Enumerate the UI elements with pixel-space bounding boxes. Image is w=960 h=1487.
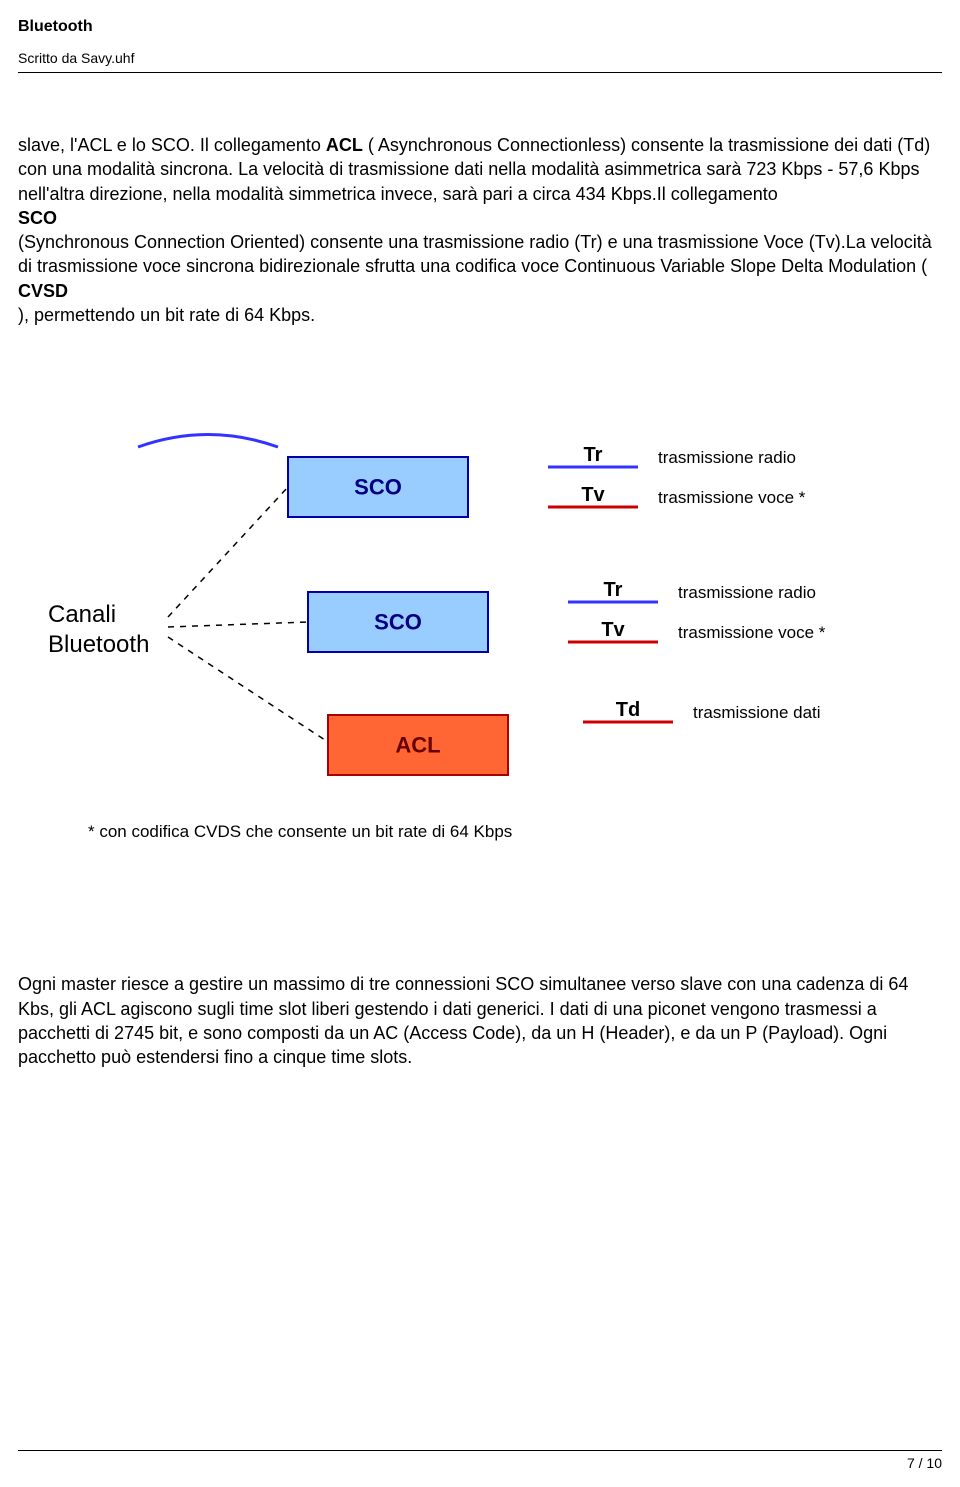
author-line: Scritto da Savy.uhf — [18, 50, 942, 66]
svg-text:SCO: SCO — [354, 475, 402, 500]
svg-text:trasmissione voce *: trasmissione voce * — [678, 623, 826, 642]
svg-text:Canali: Canali — [48, 601, 116, 628]
svg-text:Tr: Tr — [584, 444, 603, 466]
bottom-paragraph: Ogni master riesce a gestire un massimo … — [18, 972, 942, 1069]
page-number: 7 / 10 — [18, 1455, 942, 1471]
svg-text:trasmissione dati: trasmissione dati — [693, 703, 821, 722]
p3: ), permettendo un bit rate di 64 Kbps. — [18, 303, 942, 327]
acl-bold: ACL — [326, 135, 363, 155]
svg-text:Tv: Tv — [581, 484, 605, 506]
p-bottom: Ogni master riesce a gestire un massimo … — [18, 972, 942, 1069]
sco-bold: SCO — [18, 206, 942, 230]
svg-text:Tv: Tv — [601, 619, 625, 641]
p2: (Synchronous Connection Oriented) consen… — [18, 230, 942, 279]
body-text: slave, l'ACL e lo SCO. Il collegamento A… — [18, 133, 942, 327]
svg-text:trasmissione voce *: trasmissione voce * — [658, 488, 806, 507]
svg-text:Bluetooth: Bluetooth — [48, 631, 149, 658]
svg-text:Td: Td — [616, 699, 640, 721]
p1-before: slave, l'ACL e lo SCO. Il collegamento — [18, 135, 326, 155]
svg-text:* con codifica CVDS che consen: * con codifica CVDS che consente un bit … — [88, 822, 512, 841]
svg-text:trasmissione radio: trasmissione radio — [658, 448, 796, 467]
page-footer: 7 / 10 — [18, 1450, 942, 1471]
svg-text:trasmissione radio: trasmissione radio — [678, 583, 816, 602]
svg-text:Tr: Tr — [604, 579, 623, 601]
header-divider — [18, 72, 942, 73]
bluetooth-channels-diagram: Canali Bluetooth SCO SCO ACL Tr trasmissione r… — [18, 417, 942, 882]
svg-text:ACL: ACL — [395, 733, 440, 758]
footer-divider — [18, 1450, 942, 1451]
page-title: Bluetooth — [18, 18, 942, 36]
svg-text:SCO: SCO — [374, 610, 422, 635]
cvsd-bold: CVSD — [18, 279, 942, 303]
